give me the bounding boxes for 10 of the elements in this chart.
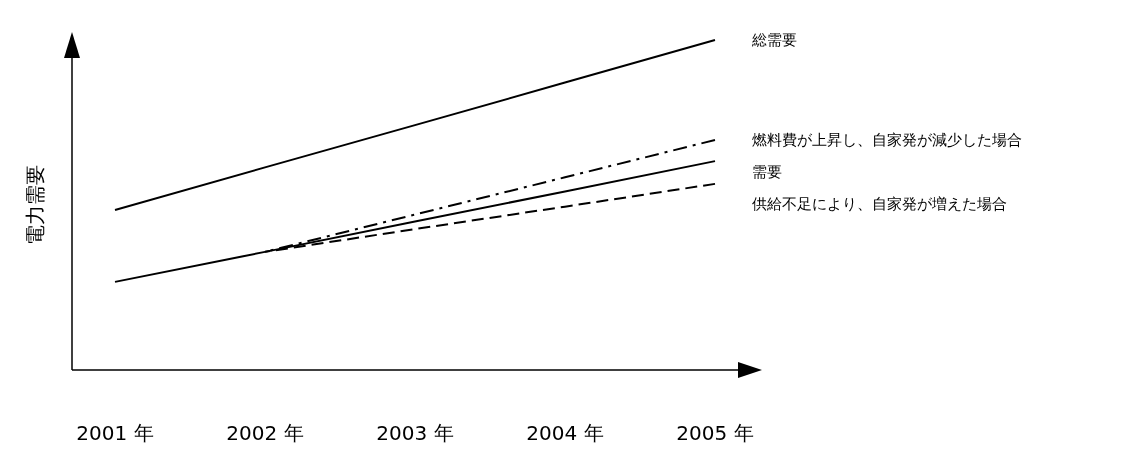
y-axis-title: 電力需要 — [23, 165, 47, 245]
text: 供給不足により、自家発が増えた場合 — [752, 194, 1007, 213]
x-tick-label: 2001 年 — [76, 421, 154, 445]
x-tick-label: 2003 年 — [376, 421, 454, 445]
text: 燃料費が上昇し、自家発が減少した場合 — [752, 130, 1022, 149]
x-tick-label: 2002 年 — [226, 421, 304, 445]
text: 需要 — [752, 162, 782, 181]
x-tick-label: 2004 年 — [526, 421, 604, 445]
text: 総需要 — [751, 31, 797, 49]
x-tick-label: 2005 年 — [676, 421, 754, 445]
